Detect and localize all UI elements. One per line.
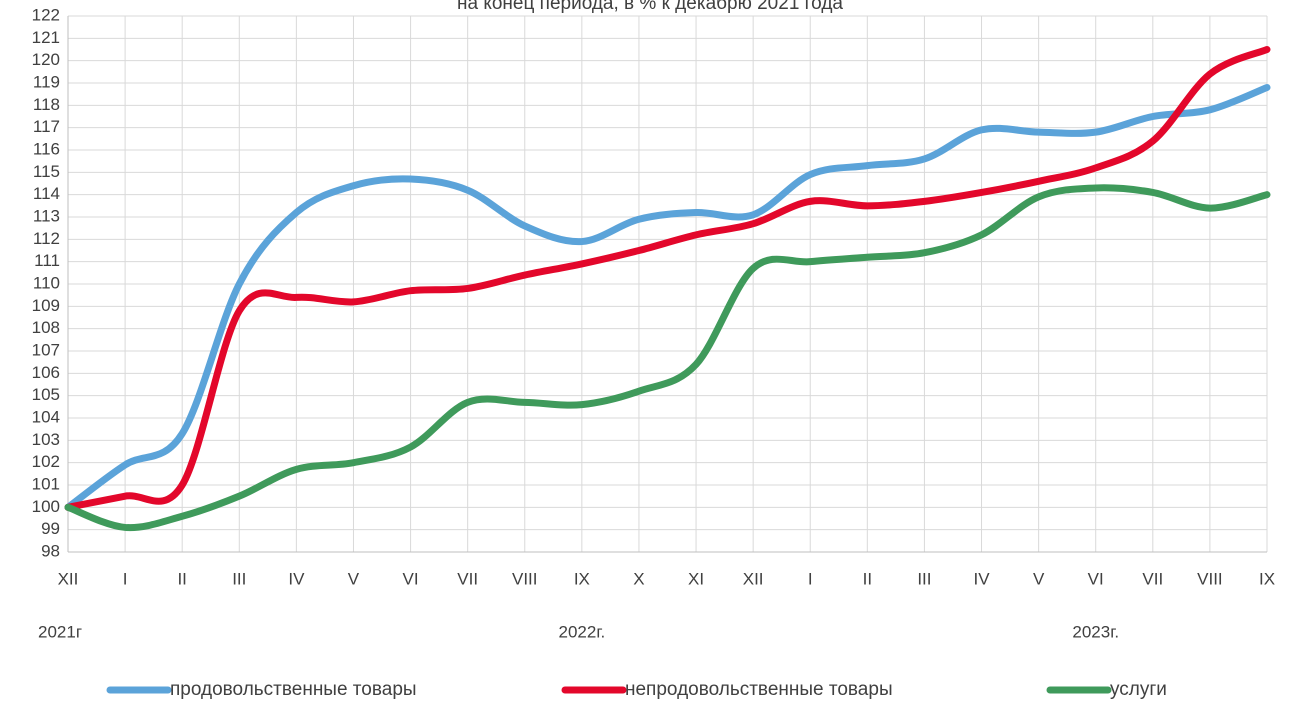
- x-tick-label: XII: [58, 569, 79, 588]
- y-tick-label: 109: [32, 296, 60, 315]
- year-label: 2022г.: [559, 622, 606, 641]
- y-tick-label: 116: [33, 139, 60, 158]
- y-tick-label: 101: [32, 474, 60, 493]
- x-tick-label: IV: [973, 569, 990, 588]
- x-tick-label: VIII: [1197, 569, 1223, 588]
- y-tick-label: 120: [32, 50, 60, 69]
- y-tick-label: 117: [33, 117, 60, 136]
- y-tick-label: 122: [32, 5, 60, 24]
- x-tick-label: III: [917, 569, 931, 588]
- legend-label: услуги: [1110, 679, 1167, 700]
- y-tick-label: 110: [33, 273, 60, 292]
- y-tick-label: 107: [32, 340, 60, 359]
- x-tick-label: X: [633, 569, 644, 588]
- y-tick-label: 103: [32, 430, 60, 449]
- y-tick-label: 108: [32, 318, 60, 337]
- x-tick-label: VI: [1088, 569, 1104, 588]
- x-tick-label: VII: [1142, 569, 1163, 588]
- year-label: 2023г.: [1072, 622, 1119, 641]
- x-tick-label: I: [808, 569, 813, 588]
- y-tick-label: 98: [41, 541, 60, 560]
- chart-title: на конец периода, в % к декабрю 2021 год…: [457, 0, 843, 14]
- y-tick-label: 99: [41, 519, 60, 538]
- legend-label: непродовольственные товары: [625, 679, 893, 700]
- x-tick-label: VIII: [512, 569, 538, 588]
- series-line: [64, 184, 1271, 532]
- y-tick-label: 121: [32, 28, 60, 47]
- x-tick-label: V: [1033, 569, 1045, 588]
- x-tick-label: XI: [688, 569, 704, 588]
- year-label: 2021г: [38, 622, 82, 641]
- x-tick-label: IX: [574, 569, 590, 588]
- x-tick-label: II: [177, 569, 186, 588]
- series-line: [64, 83, 1271, 511]
- y-tick-label: 104: [32, 407, 60, 426]
- x-tick-label: III: [232, 569, 246, 588]
- series-line: [64, 46, 1271, 511]
- y-tick-label: 115: [33, 162, 60, 181]
- y-tick-label: 111: [34, 251, 60, 270]
- y-tick-label: 119: [33, 72, 60, 91]
- x-tick-label: VI: [403, 569, 419, 588]
- x-tick-label: VII: [457, 569, 478, 588]
- y-tick-label: 118: [33, 95, 60, 114]
- y-tick-label: 114: [33, 184, 60, 203]
- y-tick-label: 106: [32, 363, 60, 382]
- x-tick-label: IX: [1259, 569, 1275, 588]
- y-tick-label: 102: [32, 452, 60, 471]
- x-tick-label: I: [123, 569, 128, 588]
- y-tick-label: 113: [33, 206, 60, 225]
- x-tick-label: V: [348, 569, 360, 588]
- legend-label: продовольственные товары: [170, 679, 417, 700]
- y-tick-label: 105: [32, 385, 60, 404]
- x-tick-label: IV: [288, 569, 305, 588]
- x-tick-label: XII: [743, 569, 764, 588]
- y-tick-label: 100: [32, 497, 60, 516]
- y-tick-label: 112: [33, 229, 60, 248]
- x-tick-label: II: [863, 569, 872, 588]
